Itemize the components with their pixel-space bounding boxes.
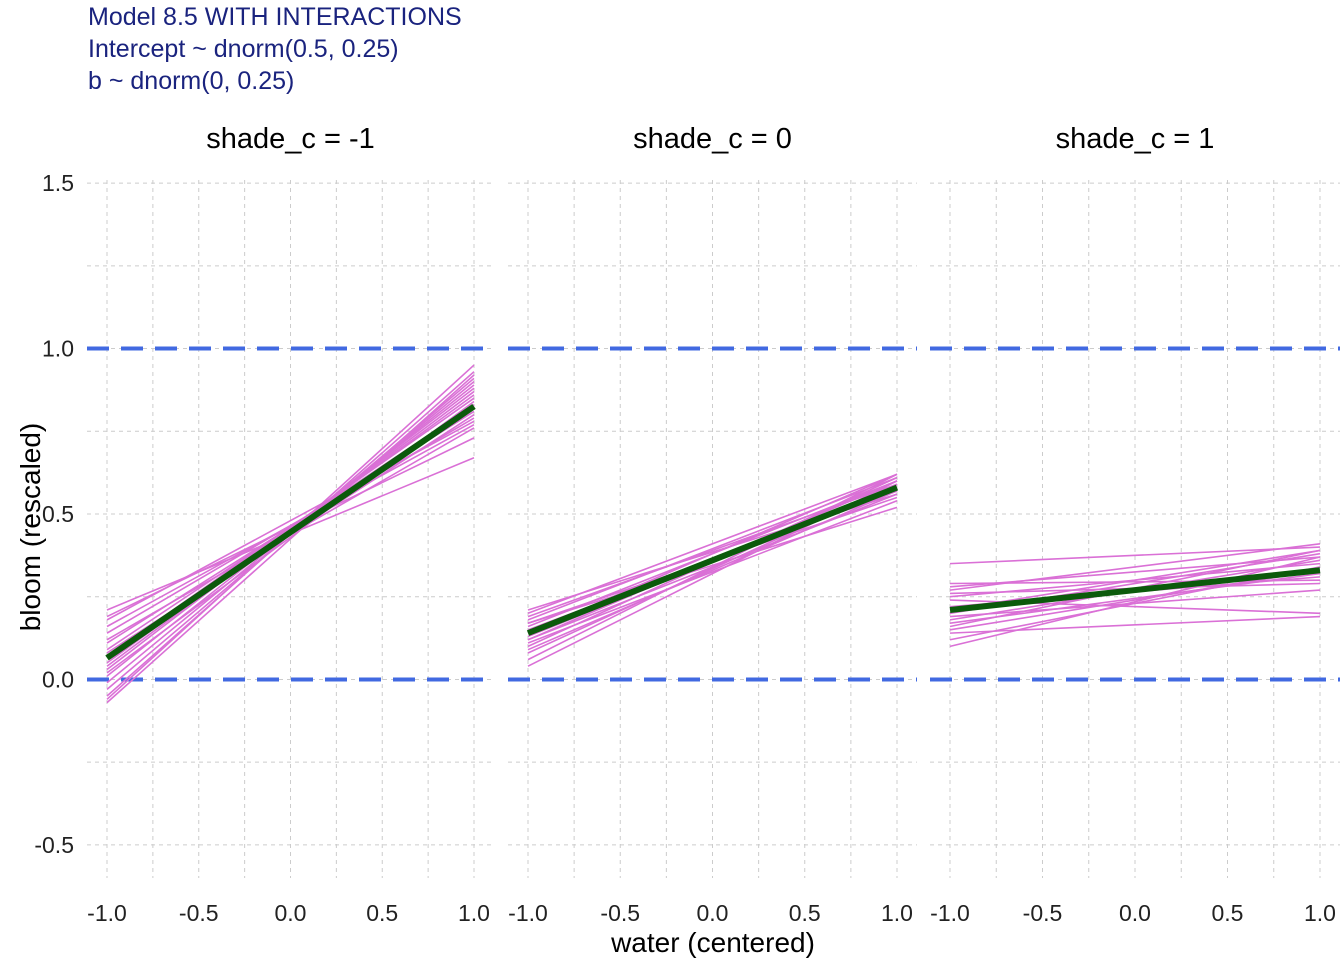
prior-line [949, 569, 1321, 631]
x-tick-label: 0.0 [697, 900, 729, 926]
x-tick-label: -1.0 [508, 900, 548, 926]
prior-line [949, 546, 1321, 565]
x-tick-label: 0.5 [789, 900, 821, 926]
chart-title: Model 8.5 WITH INTERACTIONS Intercept ~ d… [88, 3, 462, 95]
x-tick-label: 1.0 [458, 900, 490, 926]
prior-line [949, 542, 1321, 591]
x-tick-label: 1.0 [881, 900, 913, 926]
title-line: b ~ dnorm(0, 0.25) [88, 67, 294, 95]
prior-line [949, 556, 1321, 648]
x-tick-label: 0.5 [1212, 900, 1244, 926]
y-tick-label: 1.5 [42, 170, 74, 196]
x-tick-label: 0.0 [275, 900, 307, 926]
facet-panel: shade_c = 1 -1.0 -0.5 0.0 0.5 1.0 [930, 123, 1340, 926]
x-tick-label: -0.5 [600, 900, 640, 926]
mean-line [526, 484, 899, 636]
grid [508, 180, 917, 878]
x-tick-label: -1.0 [930, 900, 970, 926]
x-tick-label: -0.5 [179, 900, 219, 926]
title-line: Intercept ~ dnorm(0.5, 0.25) [88, 35, 399, 63]
title-line: Model 8.5 WITH INTERACTIONS [88, 3, 462, 31]
prior-line [106, 374, 475, 704]
x-tick-label: 0.5 [366, 900, 398, 926]
mean-line [949, 567, 1321, 613]
x-axis-title: water (centered) [610, 927, 815, 958]
facet-strip-label: shade_c = -1 [206, 123, 374, 155]
prior-line [527, 500, 898, 644]
grid [930, 180, 1340, 878]
prior-line [949, 615, 1321, 634]
x-tick-label: 0.0 [1119, 900, 1151, 926]
facet-panel: shade_c = -1 -1.0 -0.5 0.0 0.5 1.0 [87, 123, 494, 926]
x-tick-label: 1.0 [1304, 900, 1336, 926]
y-tick-label: 0.5 [42, 501, 74, 527]
facet-strip-label: shade_c = 1 [1056, 123, 1215, 155]
prior-line [527, 493, 898, 641]
prior-line [949, 572, 1321, 624]
x-tick-label: -0.5 [1023, 900, 1063, 926]
facet-strip-label: shade_c = 0 [633, 123, 792, 155]
facet-panel: shade_c = 0 -1.0 -0.5 0.0 0.5 1.0 [508, 123, 917, 926]
y-tick-label: 1.0 [42, 336, 74, 362]
y-axis-title: bloom (rescaled) [15, 423, 46, 632]
grid [87, 180, 494, 878]
y-tick-label: 0.0 [42, 666, 74, 692]
x-tick-label: -1.0 [87, 900, 127, 926]
mean-line [105, 403, 476, 661]
prior-line [527, 506, 898, 624]
prior-line [949, 549, 1321, 611]
prior-line [527, 473, 898, 615]
prior-line [527, 490, 898, 651]
y-axis: -0.5 0.0 0.5 1.0 1.5 [34, 170, 74, 858]
y-tick-label: -0.5 [34, 832, 74, 858]
